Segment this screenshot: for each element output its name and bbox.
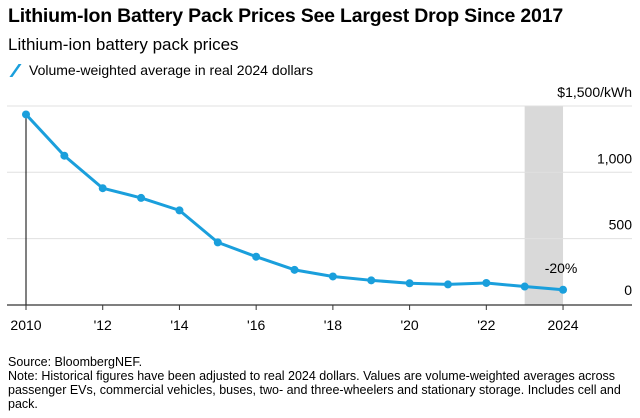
- y-tick-label: 1,000: [597, 150, 632, 166]
- data-point: [405, 279, 414, 288]
- chart-title: Lithium-Ion Battery Pack Prices See Larg…: [8, 5, 563, 27]
- data-point: [98, 184, 107, 193]
- y-tick-label: 0: [624, 282, 632, 298]
- data-point: [252, 252, 261, 261]
- data-point: [443, 280, 452, 289]
- data-point: [22, 110, 30, 119]
- x-tick-label: '16: [247, 317, 265, 333]
- highlight-band: [524, 105, 564, 305]
- footnote: Source: BloombergNEF. Note: Historical f…: [8, 355, 638, 411]
- y-tick-label: $1,500/kWh: [557, 84, 632, 100]
- x-tick-label: '22: [477, 317, 495, 333]
- annotation-label: -20%: [545, 260, 578, 276]
- legend: Volume-weighted average in real 2024 dol…: [8, 62, 313, 78]
- x-tick-label: 2024: [547, 317, 578, 333]
- chart-subtitle: Lithium-ion battery pack prices: [8, 35, 239, 54]
- x-tick-label: '14: [170, 317, 188, 333]
- data-point: [482, 278, 491, 287]
- x-tick-label: '12: [94, 317, 112, 333]
- note-text: Note: Historical figures have been adjus…: [8, 369, 621, 411]
- data-point: [175, 206, 184, 215]
- x-tick-label: '20: [400, 317, 418, 333]
- source-text: Source: BloombergNEF.: [8, 355, 143, 369]
- y-tick-label: 500: [609, 217, 633, 233]
- x-tick-label: 2010: [10, 317, 41, 333]
- data-point: [290, 265, 299, 274]
- legend-label: Volume-weighted average in real 2024 dol…: [29, 62, 314, 78]
- x-tick-label: '18: [324, 317, 342, 333]
- data-point: [60, 151, 69, 160]
- data-point: [367, 276, 376, 285]
- data-point: [137, 193, 146, 202]
- series-line: [24, 113, 564, 292]
- data-point: [559, 285, 568, 294]
- data-point: [328, 272, 337, 281]
- data-point: [520, 282, 529, 291]
- data-point: [213, 238, 222, 247]
- plot-area: $1,500/kWh 1,000 500 0 2010 '12 '14 '16 '18 '20 '2…: [7, 84, 633, 333]
